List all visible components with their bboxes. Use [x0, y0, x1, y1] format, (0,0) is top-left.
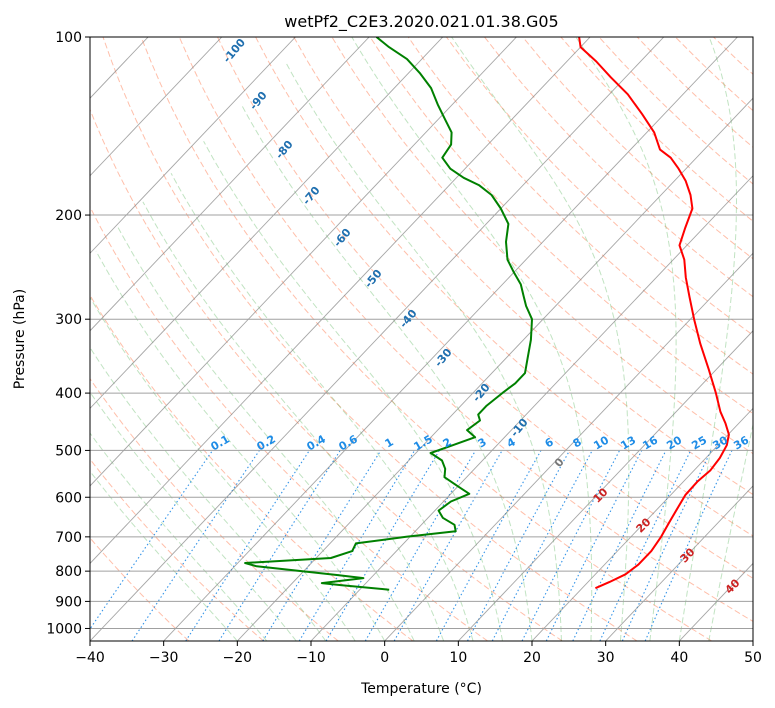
y-tick-label: 900 [55, 594, 82, 610]
mixing-ratio-line [545, 450, 643, 641]
moist-adiabat [142, 201, 445, 641]
isotherm-line [531, 407, 753, 641]
isotherm-line [90, 37, 223, 177]
mixing-ratio-line [218, 450, 341, 641]
x-axis: −40 −30 −20 −10 0 10 20 30 40 50 [75, 641, 762, 666]
x-tick-label: −30 [149, 650, 179, 666]
mixing-ratio-line [298, 450, 416, 641]
mixing-ratio-line [393, 450, 503, 641]
dry-adiabat [140, 37, 712, 641]
y-tick-label: 800 [55, 564, 82, 580]
y-tick-label: 600 [55, 490, 82, 506]
moist-adiabat [708, 422, 753, 641]
isotherm-line [310, 175, 753, 641]
dry-adiabat [217, 37, 753, 579]
isotherm-line [90, 37, 370, 332]
isotherm-line [237, 97, 753, 641]
x-tick-label: 40 [670, 650, 688, 666]
moist-adiabat [90, 470, 238, 641]
moist-adiabat [678, 37, 737, 641]
moist-adiabat [95, 250, 386, 641]
x-tick-label: −20 [223, 650, 253, 666]
plot-frame [89, 36, 754, 642]
dry-adiabat [331, 37, 753, 455]
dry-adiabat [445, 37, 753, 336]
dry-adiabat [90, 108, 563, 641]
mixing-ratio-line [521, 450, 621, 641]
isotherm-line [90, 37, 444, 410]
y-tick-label: 300 [55, 312, 82, 328]
x-tick-label: 50 [744, 650, 762, 666]
x-tick-label: 30 [597, 650, 615, 666]
y-tick-label: 1000 [46, 621, 82, 637]
moist-adiabat [90, 391, 297, 641]
dry-adiabat [293, 37, 753, 496]
moist-adiabat [170, 173, 474, 641]
dry-adiabat [751, 37, 753, 39]
mixing-ratio-line [90, 450, 214, 630]
plot-background [90, 37, 753, 641]
x-axis-label: Temperature (°C) [360, 681, 482, 697]
x-tick-label: 0 [380, 650, 389, 666]
moist-adiabat [351, 37, 593, 641]
isotherm-line [90, 37, 591, 565]
y-tick-label: 700 [55, 530, 82, 546]
x-tick-label: 20 [523, 650, 541, 666]
isotherm-line [90, 37, 517, 487]
moist-adiabat [90, 346, 327, 641]
y-tick-label: 100 [55, 30, 82, 46]
mixing-ratio-line [467, 450, 571, 641]
dry-adiabat [178, 37, 753, 622]
y-tick-label: 200 [55, 208, 82, 224]
dry-adiabat [90, 205, 488, 641]
isotherm-line [458, 330, 753, 641]
isotherm-line [0, 37, 1, 641]
dry-adiabat [90, 458, 264, 641]
y-axis: 100 200 300 400 500 600 700 800 900 1000 [46, 30, 90, 637]
mixing-ratio-line [185, 450, 310, 641]
mixing-ratio-line [435, 450, 542, 641]
chart-title: wetPf2_C2E3.2020.021.01.38.G05 [284, 12, 558, 32]
y-tick-label: 400 [55, 386, 82, 402]
moist-adiabat [284, 61, 562, 641]
isotherm-line [752, 640, 753, 641]
moist-adiabat [240, 104, 533, 641]
isotherm-line [605, 485, 753, 641]
moist-adiabat [117, 227, 415, 641]
isotherm-line [90, 37, 665, 641]
temperature-profile [578, 37, 730, 590]
x-tick-label: 10 [449, 650, 467, 666]
isotherm-line [90, 37, 296, 254]
moist-adiabat [90, 296, 356, 641]
x-tick-label: −10 [296, 650, 326, 666]
y-axis-label: Pressure (hPa) [12, 289, 28, 389]
isotherm-line [384, 252, 753, 641]
profiles [244, 37, 730, 591]
moist-adiabat [575, 37, 677, 641]
dry-adiabat [102, 37, 638, 641]
background-lines [0, 37, 753, 641]
mixing-ratio-line [262, 450, 382, 641]
moist-adiabat [451, 37, 630, 641]
x-tick-label: −40 [75, 650, 105, 666]
dry-adiabat [407, 37, 753, 375]
isobar-grid [90, 37, 753, 629]
y-tick-label: 500 [55, 443, 82, 459]
dewpoint-profile [244, 37, 533, 591]
moist-adiabat [90, 432, 268, 641]
isotherm-line [163, 37, 738, 641]
